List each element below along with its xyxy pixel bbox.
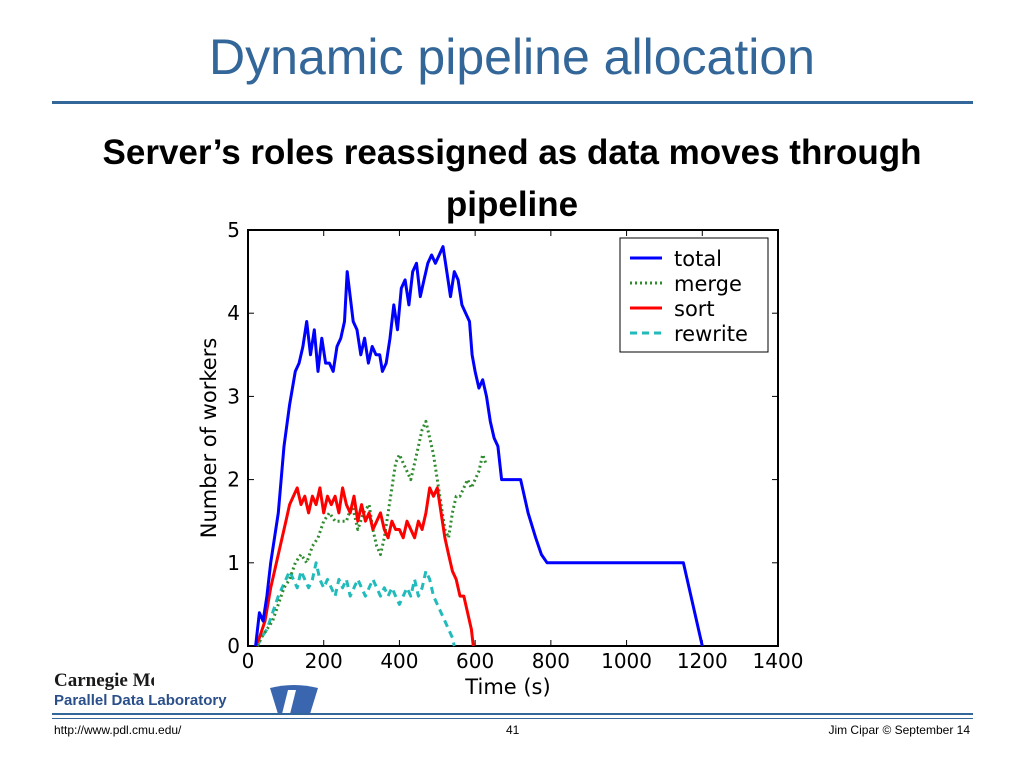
pdl-logo-text: Parallel Data Laboratory bbox=[54, 692, 227, 709]
y-tick-label: 3 bbox=[227, 384, 240, 408]
y-tick-label: 2 bbox=[227, 468, 240, 492]
slide-subtitle: Server’s roles reassigned as data moves … bbox=[102, 133, 922, 224]
series-line-rewrite bbox=[256, 561, 456, 647]
footer-url: http://www.pdl.cmu.edu/ bbox=[54, 723, 182, 737]
series-line-merge bbox=[256, 419, 488, 647]
footer-divider bbox=[52, 713, 973, 715]
x-tick-label: 1400 bbox=[753, 649, 804, 673]
footer-divider-thin bbox=[52, 718, 973, 719]
title-divider bbox=[52, 101, 973, 104]
series-line-sort bbox=[254, 486, 475, 647]
pdl-logo-icon bbox=[270, 685, 318, 714]
x-tick-label: 400 bbox=[380, 649, 418, 673]
legend-label-rewrite: rewrite bbox=[674, 322, 748, 346]
x-tick-label: 600 bbox=[456, 649, 494, 673]
x-tick-label: 800 bbox=[532, 649, 570, 673]
y-axis-label: Number of workers bbox=[197, 338, 221, 539]
series-line-total bbox=[254, 245, 704, 647]
y-tick-label: 4 bbox=[227, 301, 240, 325]
x-tick-label: 200 bbox=[305, 649, 343, 673]
y-tick-label: 5 bbox=[227, 218, 240, 242]
y-tick-label: 0 bbox=[227, 634, 240, 658]
page-number: 41 bbox=[506, 723, 520, 737]
x-tick-label: 1000 bbox=[601, 649, 652, 673]
x-axis-label: Time (s) bbox=[464, 675, 550, 699]
legend-label-sort: sort bbox=[674, 297, 715, 321]
footer-author: Jim Cipar © September 14 bbox=[828, 723, 970, 737]
slide-title: Dynamic pipeline allocation bbox=[209, 29, 815, 85]
y-tick-label: 1 bbox=[227, 551, 240, 575]
legend-label-total: total bbox=[674, 247, 722, 271]
x-tick-label: 1200 bbox=[677, 649, 728, 673]
x-tick-label: 0 bbox=[242, 649, 255, 673]
legend-label-merge: merge bbox=[674, 272, 742, 296]
carnegie-mellon-logo-text: Carnegie Mellon bbox=[54, 670, 154, 691]
